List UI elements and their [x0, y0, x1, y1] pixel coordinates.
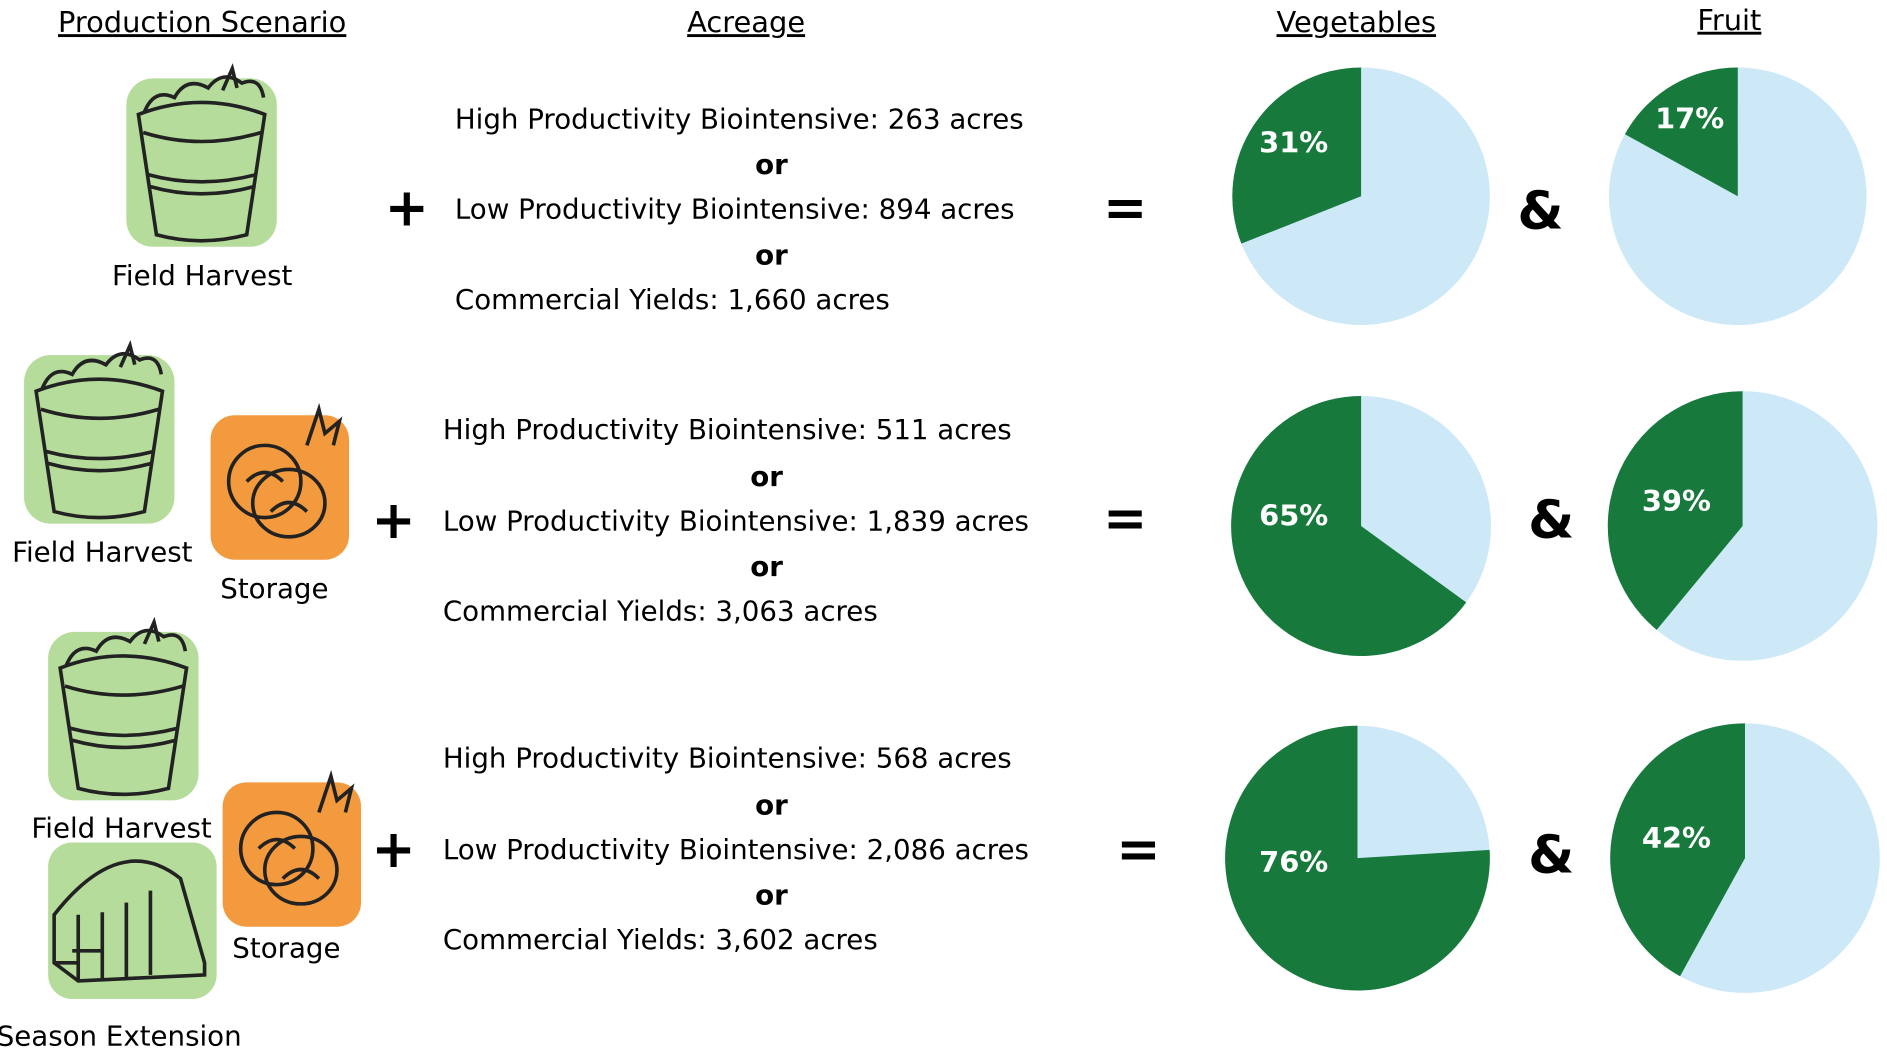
scenario-label: Field Harvest [31, 811, 212, 844]
acreage-line: High Productivity Biointensive: 263 acre… [455, 102, 1024, 135]
basket-icon [24, 345, 174, 523]
acreage-line: Commercial Yields: 3,602 acres [443, 923, 878, 956]
pie-label: 76% [1259, 845, 1328, 879]
acreage-line: Low Productivity Biointensive: 2,086 acr… [443, 833, 1029, 866]
onion-icon [211, 409, 349, 559]
pie-label: 42% [1642, 821, 1711, 855]
plus: + [385, 177, 429, 238]
headers: Production Scenario Acreage Vegetables F… [58, 3, 1761, 39]
basket-icon [48, 622, 198, 800]
greenhouse-icon [48, 843, 216, 999]
ampersand: & [1517, 181, 1563, 242]
basket-icon [126, 69, 276, 247]
pie-label: 39% [1642, 484, 1711, 518]
onion-icon [223, 776, 361, 926]
scenario-label: Field Harvest [112, 259, 293, 292]
or-label: or [755, 788, 788, 821]
or-label: or [750, 460, 783, 493]
pie-label: 31% [1259, 126, 1328, 160]
acreage-line: Commercial Yields: 3,063 acres [443, 595, 878, 628]
or-label: or [750, 550, 783, 583]
scenario-label: Storage [232, 932, 340, 965]
acreage-line: Low Productivity Biointensive: 1,839 acr… [443, 504, 1029, 537]
scenario-label: Field Harvest [12, 536, 193, 569]
equals: = [1116, 819, 1160, 880]
infographic: Production Scenario Acreage Vegetables F… [0, 0, 1887, 1052]
scenario-label: Season Extension [0, 1019, 242, 1052]
acreage-line: Commercial Yields: 1,660 acres [455, 283, 890, 316]
ampersand: & [1528, 490, 1574, 551]
pie-label: 17% [1655, 101, 1724, 135]
scenario-label: Storage [220, 572, 328, 605]
acreage-line: High Productivity Biointensive: 511 acre… [443, 413, 1012, 446]
pie-label: 65% [1259, 499, 1328, 533]
header: Production Scenario [58, 5, 346, 39]
plus: + [371, 490, 415, 551]
equals: = [1103, 177, 1147, 238]
acreage-line: High Productivity Biointensive: 568 acre… [443, 741, 1012, 774]
header: Vegetables [1277, 5, 1437, 39]
acreage-line: Low Productivity Biointensive: 894 acres [455, 193, 1015, 226]
ampersand: & [1528, 825, 1574, 886]
header: Fruit [1697, 3, 1761, 37]
or-label: or [755, 879, 788, 912]
or-label: or [755, 238, 788, 271]
header: Acreage [687, 5, 805, 39]
icons [24, 69, 361, 999]
or-label: or [755, 148, 788, 181]
plus: + [371, 819, 415, 880]
equals: = [1103, 488, 1147, 549]
